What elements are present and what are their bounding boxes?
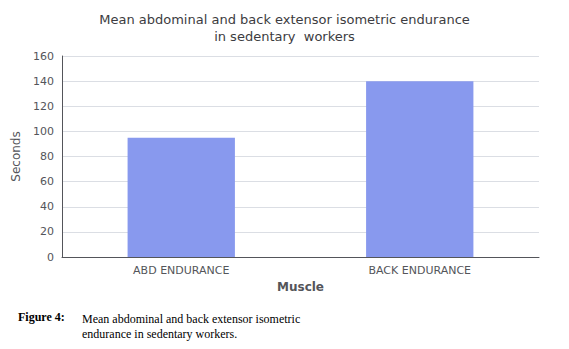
svg-text:in sedentary workers: in sedentary workers: [214, 29, 355, 44]
svg-text:140: 140: [33, 75, 54, 88]
svg-text:Mean abdominal and back extens: Mean abdominal and back extensor isometr…: [99, 12, 470, 27]
svg-text:0: 0: [47, 251, 54, 264]
svg-text:60: 60: [40, 175, 54, 188]
svg-text:Muscle: Muscle: [277, 280, 324, 294]
svg-text:40: 40: [40, 200, 54, 213]
svg-text:Figure 4:: Figure 4:: [18, 310, 65, 324]
svg-text:ABD ENDURANCE: ABD ENDURANCE: [133, 264, 229, 277]
svg-text:endurance in sedentary workers: endurance in sedentary workers.: [82, 327, 237, 341]
svg-text:160: 160: [33, 50, 54, 63]
svg-text:BACK ENDURANCE: BACK ENDURANCE: [368, 264, 471, 277]
svg-text:80: 80: [40, 150, 54, 163]
svg-text:Mean abdominal and back extens: Mean abdominal and back extensor isometr…: [82, 312, 300, 326]
svg-text:Seconds: Seconds: [9, 131, 23, 181]
svg-text:120: 120: [33, 100, 54, 113]
svg-text:20: 20: [40, 225, 54, 238]
svg-text:100: 100: [33, 125, 54, 138]
